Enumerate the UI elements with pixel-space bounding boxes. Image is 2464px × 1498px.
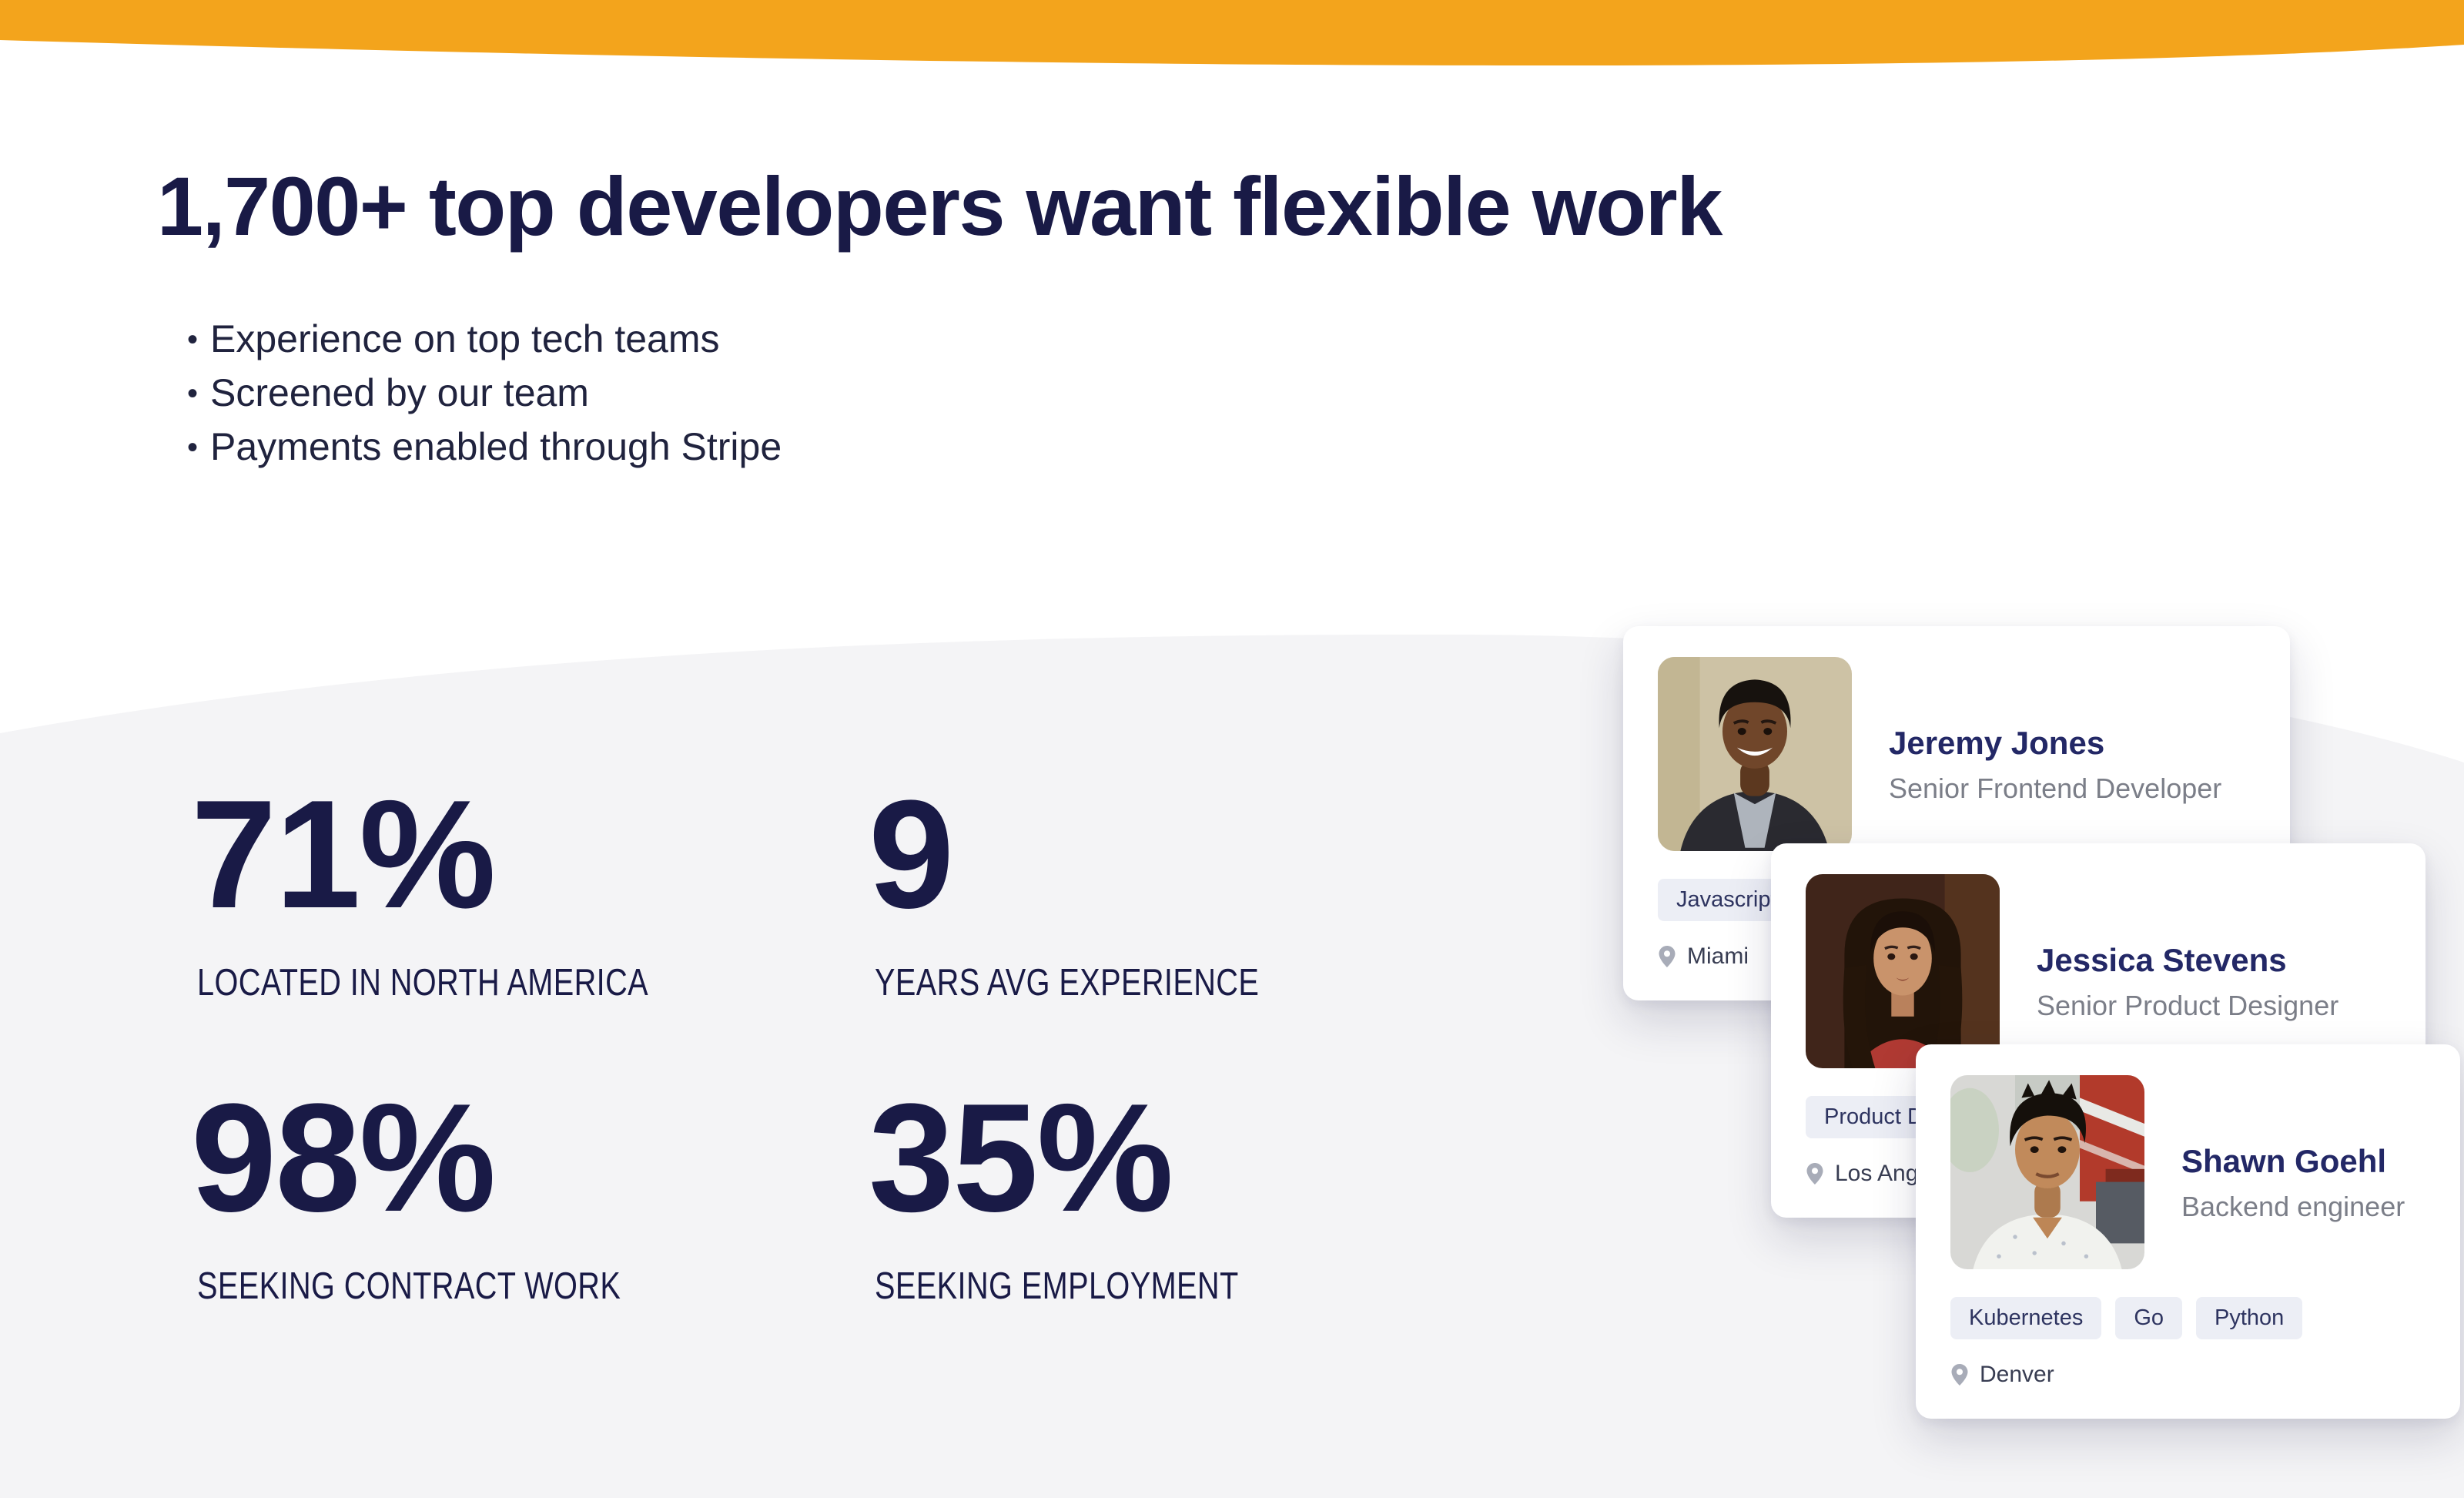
profile-card-shawn: Shawn Goehl Backend engineer Kubernetes … bbox=[1916, 1044, 2460, 1419]
top-orange-band bbox=[0, 0, 2464, 66]
skill-tags: Kubernetes Go Python bbox=[1950, 1297, 2303, 1339]
avatar-illustration-man-selfie bbox=[1950, 1075, 2144, 1269]
feature-item: • Payments enabled through Stripe bbox=[187, 427, 782, 466]
profile-role: Backend engineer bbox=[2181, 1191, 2405, 1222]
location-pin-icon bbox=[1659, 946, 1676, 967]
profile-name: Jessica Stevens bbox=[2037, 942, 2287, 978]
location-row: Denver bbox=[1950, 1362, 2054, 1388]
location-label: Denver bbox=[1980, 1362, 2054, 1387]
stat-contract-work: 98% SEEKING CONTRACT WORK bbox=[191, 1081, 720, 1308]
feature-item: • Experience on top tech teams bbox=[187, 320, 782, 358]
stat-value: 71% bbox=[191, 769, 496, 940]
profile-name: Shawn Goehl bbox=[2181, 1143, 2387, 1179]
location-row: Miami bbox=[1658, 943, 1749, 970]
stat-label: YEARS AVG EXPERIENCE bbox=[875, 962, 1260, 1004]
feature-item: • Screened by our team bbox=[187, 374, 782, 412]
stat-value: 9 bbox=[869, 769, 954, 940]
feature-item-label: Payments enabled through Stripe bbox=[210, 425, 782, 468]
stat-seeking-employment: 35% SEEKING EMPLOYMENT bbox=[869, 1081, 1324, 1308]
stat-label: SEEKING CONTRACT WORK bbox=[197, 1265, 621, 1307]
feature-item-label: Screened by our team bbox=[210, 371, 589, 414]
bullet-icon: • bbox=[187, 431, 199, 464]
stat-north-america: 71% LOCATED IN NORTH AMERICA bbox=[191, 778, 755, 1004]
location-label: Miami bbox=[1687, 943, 1749, 969]
skill-tag: Go bbox=[2115, 1297, 2183, 1339]
stat-avg-experience: 9 YEARS AVG EXPERIENCE bbox=[869, 778, 1349, 1004]
stat-label: SEEKING EMPLOYMENT bbox=[875, 1265, 1239, 1307]
feature-item-label: Experience on top tech teams bbox=[210, 317, 720, 360]
bullet-icon: • bbox=[187, 377, 199, 411]
profile-role: Senior Frontend Developer bbox=[1889, 772, 2222, 804]
stat-value: 35% bbox=[869, 1072, 1173, 1244]
stat-value: 98% bbox=[191, 1072, 496, 1244]
location-pin-icon bbox=[1806, 1163, 1823, 1185]
avatar-illustration-woman-long-hair bbox=[1806, 874, 2000, 1068]
profile-photo bbox=[1658, 657, 1852, 851]
profile-photo bbox=[1806, 874, 2000, 1068]
stat-label: LOCATED IN NORTH AMERICA bbox=[197, 962, 649, 1004]
page-title: 1,700+ top developers want flexible work bbox=[157, 159, 1722, 253]
avatar-illustration-man-suit bbox=[1658, 657, 1852, 851]
feature-list: • Experience on top tech teams • Screened … bbox=[187, 320, 782, 481]
location-pin-icon bbox=[1951, 1364, 1968, 1386]
skill-tag: Kubernetes bbox=[1950, 1297, 2102, 1339]
bullet-icon: • bbox=[187, 323, 199, 357]
profile-name: Jeremy Jones bbox=[1889, 725, 2105, 761]
profile-photo bbox=[1950, 1075, 2144, 1269]
profile-role: Senior Product Designer bbox=[2037, 990, 2339, 1021]
skill-tag: Python bbox=[2196, 1297, 2303, 1339]
